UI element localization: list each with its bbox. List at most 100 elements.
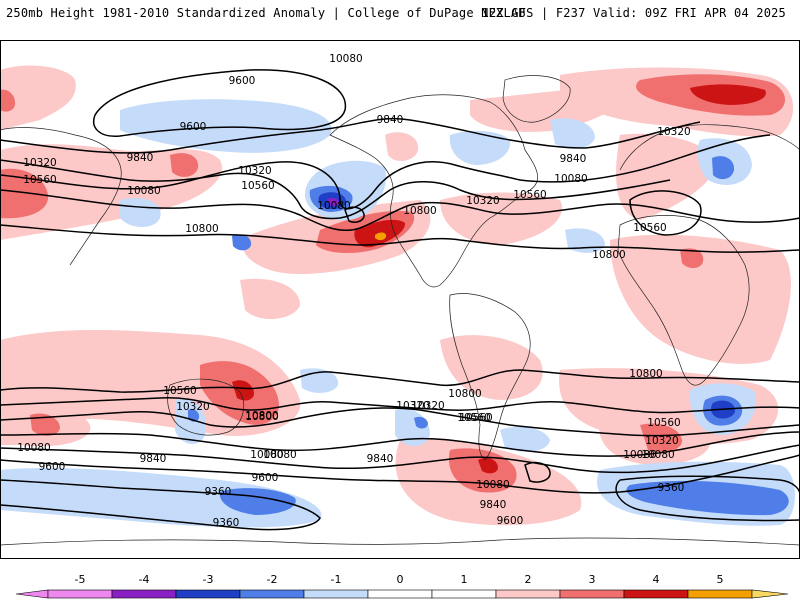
contour-label: 10560 bbox=[459, 412, 492, 424]
colorbar-box bbox=[495, 589, 561, 599]
contour-label: 9840 bbox=[140, 453, 167, 465]
anomaly-pos3-south-pacific bbox=[232, 380, 255, 401]
anomaly-pos-north-pacific bbox=[0, 65, 76, 130]
contour-label: 9600 bbox=[39, 461, 66, 473]
anomaly-neg2-europe bbox=[712, 156, 735, 180]
contour-label: 10560 bbox=[513, 189, 546, 201]
colorbar-label: 1 bbox=[461, 573, 468, 586]
colorbar-box bbox=[175, 589, 241, 599]
contour-label: 9360 bbox=[205, 486, 232, 498]
contour-label: 10080 bbox=[329, 53, 362, 65]
colorbar-arrow-left bbox=[15, 589, 49, 599]
model-run-info: 12Z GFS | F237 Valid: 09Z FRI APR 04 202… bbox=[481, 6, 786, 20]
contour-label: 10320 bbox=[176, 401, 209, 413]
coastline-north-america bbox=[329, 94, 538, 288]
contour-10560-south bbox=[0, 397, 800, 414]
contour-label: 10320 bbox=[645, 435, 678, 447]
contour-10560-lobe-atlantic bbox=[524, 461, 551, 483]
contour-label: 9600 bbox=[229, 75, 256, 87]
colorbar-label: -3 bbox=[203, 573, 214, 586]
anomaly-pos-south-america bbox=[440, 335, 543, 400]
anomaly-neg-north-pacific bbox=[120, 99, 332, 153]
contour-label: 10080 bbox=[250, 449, 283, 461]
contour-label: 10320 bbox=[396, 400, 429, 412]
contour-10560-north bbox=[0, 189, 800, 232]
contour-label: 10800 bbox=[403, 205, 436, 217]
colorbar-label: 5 bbox=[717, 573, 724, 586]
contour-label: 10080 bbox=[127, 185, 160, 197]
colorbar-label: 4 bbox=[653, 573, 660, 586]
colorbar: -5 -4 -3 -2 -1 0 1 2 3 4 5 bbox=[15, 573, 789, 599]
contour-label: 9840 bbox=[377, 114, 404, 126]
contour-10080-south bbox=[0, 431, 800, 457]
contour-9360-southeast bbox=[615, 475, 800, 522]
contour-label: 10560 bbox=[241, 180, 274, 192]
anomaly-pos4-northeast-pacific bbox=[375, 232, 387, 241]
colorbar-label: -4 bbox=[139, 573, 150, 586]
contour-label: 10080 bbox=[554, 173, 587, 185]
contour-label: 10320 bbox=[657, 126, 690, 138]
anomaly-neg2-south-atlantic bbox=[188, 409, 200, 422]
anomaly-neg2-mid-pacific bbox=[232, 234, 252, 251]
anomaly-pos3-greenland bbox=[690, 84, 766, 105]
height-contours bbox=[0, 69, 800, 531]
anomaly-pos-europe bbox=[616, 133, 720, 220]
anomaly-neg4-bering bbox=[327, 198, 339, 206]
contour-label: 10560 bbox=[163, 385, 196, 397]
coastline-europe bbox=[619, 124, 800, 171]
contour-label: 10560 bbox=[457, 412, 490, 424]
anomaly-neg-west-pacific bbox=[120, 198, 161, 227]
colorbar-boxes bbox=[15, 589, 789, 599]
colorbar-label: 3 bbox=[589, 573, 596, 586]
anomaly-pos2-west-pacific bbox=[170, 153, 199, 177]
contour-9840-north bbox=[0, 117, 701, 154]
colorbar-label: 0 bbox=[397, 573, 404, 586]
colorbar-label: -2 bbox=[267, 573, 278, 586]
anomaly-pos2-west-asia bbox=[0, 89, 16, 112]
contour-label: 10560 bbox=[633, 222, 666, 234]
anomaly-pos2-asia bbox=[0, 168, 49, 219]
anomaly-shading bbox=[0, 65, 795, 528]
colorbar-label: 2 bbox=[525, 573, 532, 586]
contour-label: 10800 bbox=[245, 411, 278, 423]
contour-label: 10560 bbox=[647, 417, 680, 429]
contour-label: 10320 bbox=[411, 400, 444, 412]
colorbar-box bbox=[47, 589, 113, 599]
colorbar-labels: -5 -4 -3 -2 -1 0 1 2 3 4 5 bbox=[75, 573, 724, 586]
contour-label: 10800 bbox=[245, 410, 278, 422]
contour-label: 10800 bbox=[448, 388, 481, 400]
colorbar-label: -5 bbox=[75, 573, 86, 586]
contour-label: 10800 bbox=[629, 368, 662, 380]
contour-10320-lobe-europe bbox=[629, 190, 702, 236]
colorbar-box bbox=[367, 589, 433, 599]
contour-label: 10320 bbox=[238, 165, 271, 177]
anomaly-map: 9600 9600 9840 10320 10560 10080 10320 1… bbox=[0, 40, 800, 559]
contour-label: 10320 bbox=[466, 195, 499, 207]
contour-10320-south bbox=[0, 407, 800, 437]
contour-label: 9840 bbox=[560, 153, 587, 165]
colorbar-box bbox=[239, 589, 305, 599]
contour-10320-north bbox=[0, 159, 671, 220]
anomaly-neg-hudson bbox=[449, 130, 511, 165]
anomaly-pos2-south-indian bbox=[640, 423, 683, 452]
contour-label: 10080 bbox=[263, 449, 296, 461]
contour-9600-north bbox=[93, 69, 347, 137]
anomaly-pos-alaska-gulf bbox=[385, 132, 419, 162]
colorbar-arrow-right bbox=[751, 589, 789, 599]
anomaly-pos-pacific-mid bbox=[240, 278, 300, 320]
contour-label: 9840 bbox=[480, 499, 507, 511]
coastline-antarctica bbox=[0, 537, 800, 546]
anomaly-pos2-southwest bbox=[30, 413, 60, 436]
colorbar-box bbox=[431, 589, 497, 599]
contour-label: 9600 bbox=[497, 515, 524, 527]
anomaly-neg-north-atlantic bbox=[550, 118, 595, 149]
anomaly-pos-atlantic bbox=[440, 192, 562, 245]
colorbar-box bbox=[111, 589, 177, 599]
colorbar-box bbox=[623, 589, 689, 599]
contour-label: 10800 bbox=[185, 223, 218, 235]
anomaly-neg-south-pacific-1 bbox=[175, 399, 206, 445]
anomaly-neg2-south-pacific bbox=[414, 416, 428, 429]
contour-10320-lobe-pacific bbox=[344, 206, 365, 223]
map-title: 250mb Height 1981-2010 Standardized Anom… bbox=[6, 6, 526, 20]
coastline-australia bbox=[167, 378, 245, 436]
